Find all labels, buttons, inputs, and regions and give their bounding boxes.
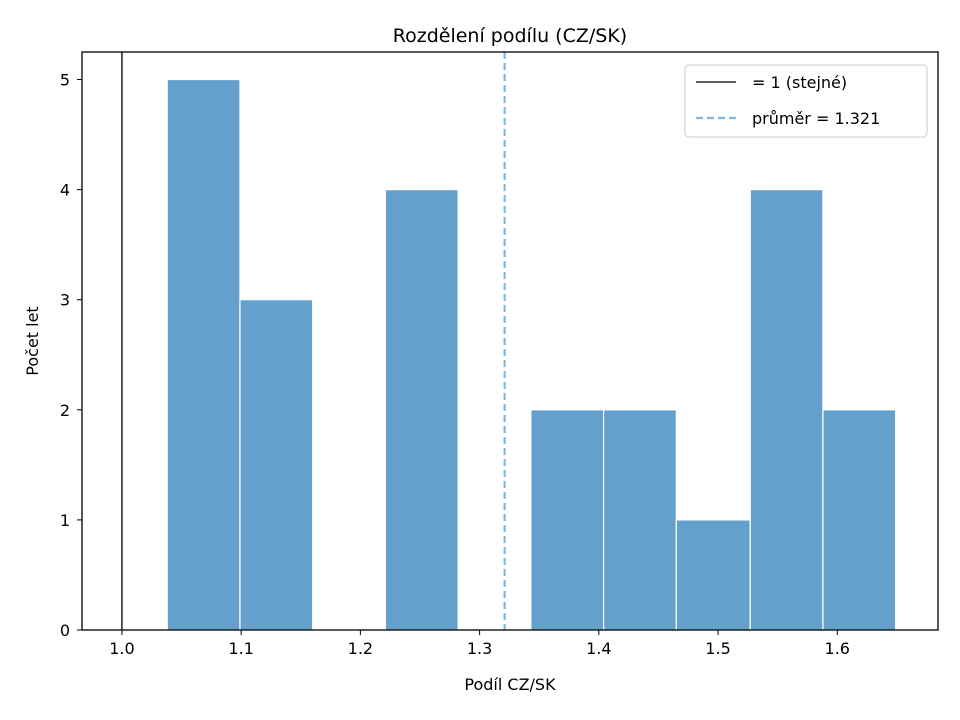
x-tick-label: 1.4 [586,639,611,658]
legend: = 1 (stejné) průměr = 1.321 [684,64,928,138]
histogram-bar [749,189,824,631]
y-tick-label: 5 [60,71,70,90]
y-axis-label: Počet let [23,306,42,375]
y-tick-label: 1 [60,511,70,530]
reference-lines-group [121,52,506,630]
y-tick-label: 4 [60,181,70,200]
x-tick-label: 1.5 [705,639,730,658]
x-tick-label: 1.6 [825,639,850,658]
legend-box [684,64,928,138]
histogram-bar [675,519,751,631]
x-tick-label: 1.0 [109,639,134,658]
x-tick-label: 1.3 [467,639,492,658]
y-tick-label: 3 [60,291,70,310]
histogram-bar [166,78,241,631]
x-axis-ticks: 1.0 1.1 1.2 1.3 1.4 1.5 1.6 [109,630,850,658]
chart-title: Rozdělení podílu (CZ/SK) [393,25,627,47]
y-axis-ticks: 0 1 2 3 4 5 [60,71,82,640]
legend-label-equal: = 1 (stejné) [752,73,847,92]
legend-label-mean: průměr = 1.321 [752,109,880,128]
plot-frame [81,51,939,631]
x-tick-label: 1.2 [348,639,373,658]
y-tick-label: 2 [60,401,70,420]
x-axis-label: Podíl CZ/SK [464,675,556,694]
histogram-bar [239,299,314,631]
x-tick-label: 1.1 [228,639,253,658]
histogram-bar [530,409,605,631]
histogram-bar [822,409,897,631]
y-tick-label: 0 [60,621,70,640]
histogram-bar [384,189,459,631]
bars-group [166,78,897,631]
histogram-bar [602,409,677,631]
